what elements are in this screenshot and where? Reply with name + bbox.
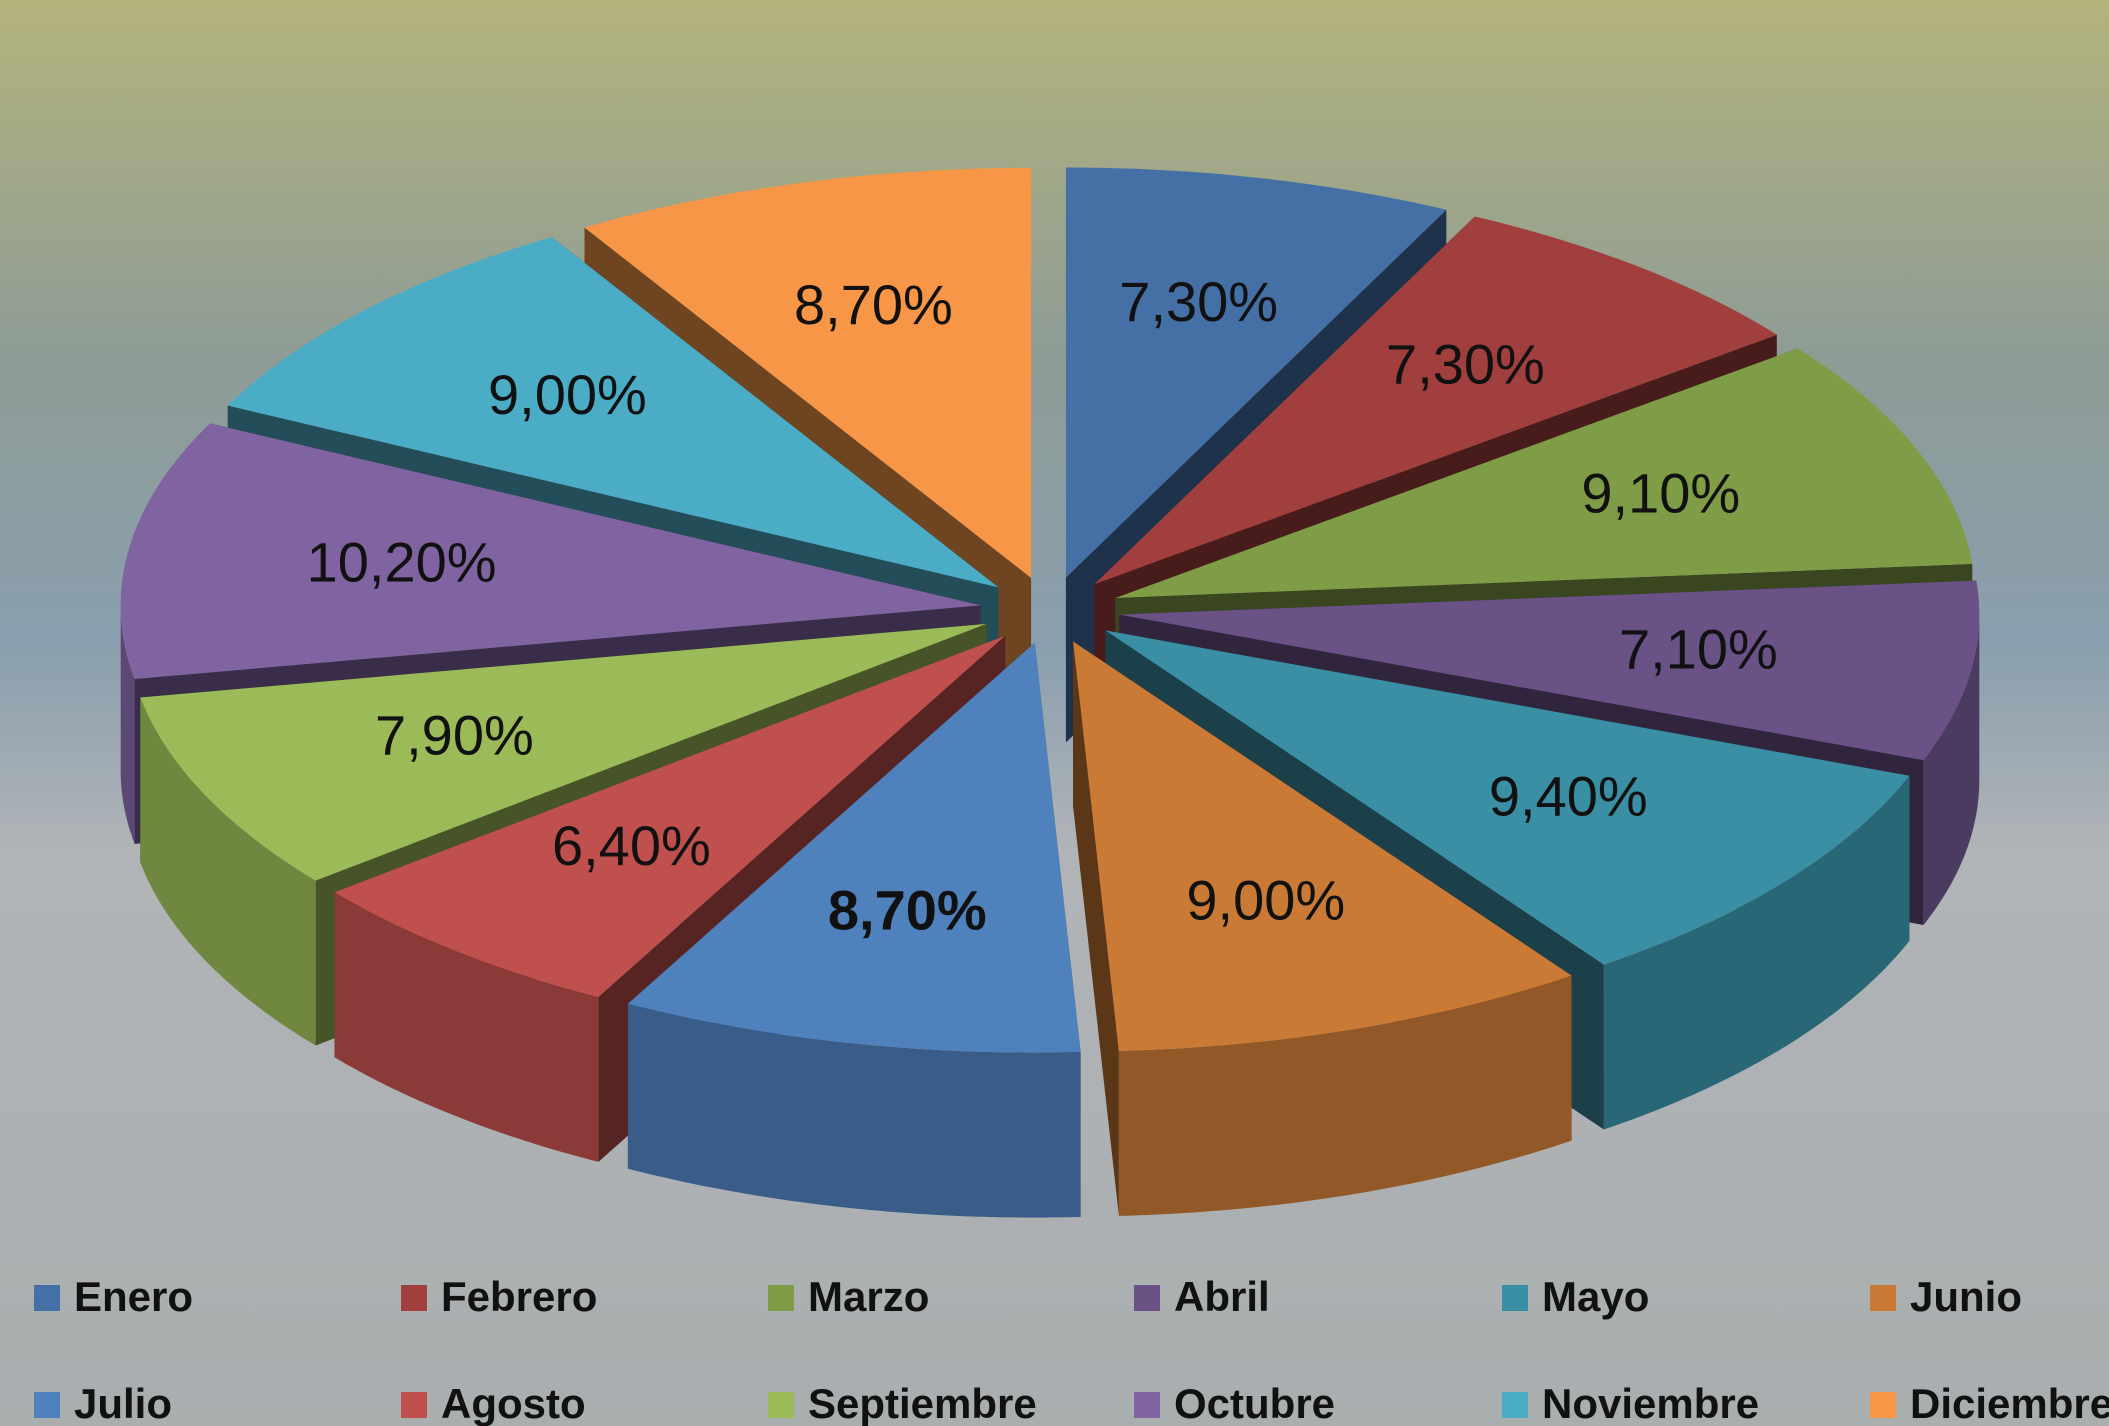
- legend-label: Junio: [1910, 1273, 2022, 1320]
- data-label: 9,10%: [1581, 461, 1740, 524]
- legend-label: Octubre: [1174, 1380, 1335, 1426]
- slice-side: [334, 892, 599, 1162]
- slice: [140, 623, 987, 881]
- slice: [627, 642, 1081, 1218]
- data-label: 7,90%: [375, 703, 534, 766]
- slice: [1065, 167, 1447, 578]
- legend-label: Julio: [74, 1380, 172, 1426]
- data-label: 7,30%: [1119, 270, 1278, 333]
- legend-swatch: [34, 1392, 60, 1418]
- slice-side: [1603, 775, 1910, 1130]
- legend-label: Agosto: [441, 1380, 586, 1426]
- slice-side: [627, 1003, 1081, 1218]
- legend-swatch: [401, 1392, 427, 1418]
- legend-swatch: [1502, 1392, 1528, 1418]
- data-label: 9,00%: [1186, 869, 1345, 932]
- legend-label: Abril: [1174, 1273, 1270, 1320]
- data-label: 9,00%: [488, 363, 647, 426]
- slice-side: [1923, 614, 1980, 925]
- slice: [334, 635, 1006, 997]
- slice-side: [120, 605, 135, 844]
- slice: [584, 167, 1032, 578]
- slice: [120, 423, 981, 679]
- legend-label: Enero: [74, 1273, 193, 1320]
- data-label: 10,20%: [307, 530, 497, 593]
- data-label: 7,30%: [1386, 333, 1545, 396]
- legend-label: Mayo: [1542, 1273, 1649, 1320]
- legend-swatch: [1134, 1392, 1160, 1418]
- slice: [1073, 641, 1572, 1216]
- slice: [1073, 641, 1572, 1051]
- legend-swatch: [34, 1285, 60, 1311]
- slice: [1119, 580, 1980, 760]
- legend-swatch: [1134, 1285, 1160, 1311]
- legend-label: Diciembre: [1910, 1380, 2109, 1426]
- data-label: 7,10%: [1619, 617, 1778, 680]
- legend-swatch: [1870, 1285, 1896, 1311]
- legend-label: Marzo: [808, 1273, 929, 1320]
- slice: [1094, 216, 1777, 585]
- data-label: 6,40%: [552, 814, 711, 877]
- data-label: 8,70%: [828, 878, 987, 941]
- legend-swatch: [768, 1392, 794, 1418]
- slice: [227, 237, 999, 588]
- slice: [1105, 630, 1910, 965]
- slice-side: [1118, 975, 1572, 1216]
- data-label: 8,70%: [794, 273, 953, 336]
- slice: [1115, 348, 1973, 598]
- legend-label: Noviembre: [1542, 1380, 1759, 1426]
- legend-swatch: [401, 1285, 427, 1311]
- slice-cut-face: [1073, 641, 1119, 1216]
- data-label: 9,40%: [1489, 765, 1648, 828]
- legend-label: Febrero: [441, 1273, 597, 1320]
- legend-label: Septiembre: [808, 1380, 1037, 1426]
- slice-side: [140, 697, 316, 1046]
- legend-swatch: [1502, 1285, 1528, 1311]
- legend-swatch: [1870, 1392, 1896, 1418]
- legend-swatch: [768, 1285, 794, 1311]
- slice: [627, 642, 1081, 1053]
